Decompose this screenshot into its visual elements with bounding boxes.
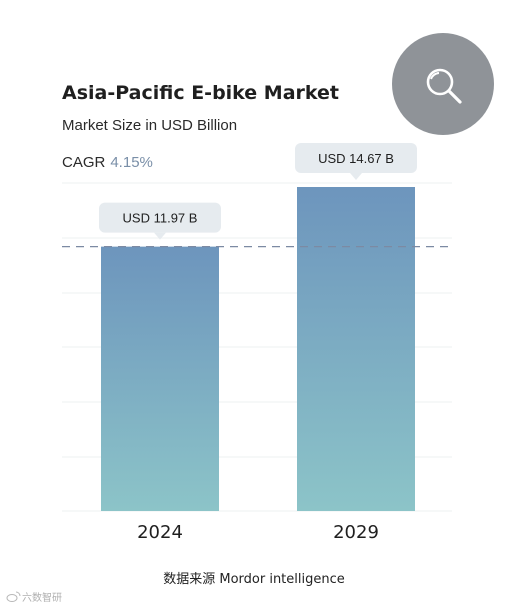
bar-2024 bbox=[101, 246, 219, 511]
cagr-label: CAGR bbox=[62, 154, 106, 171]
cagr-text: CAGR 4.15% bbox=[62, 154, 153, 171]
x-tick-label: 2024 bbox=[137, 522, 183, 543]
chart-title: Asia-Pacific E-bike Market bbox=[62, 82, 339, 104]
bubble-pointer bbox=[154, 232, 166, 240]
chart-subtitle: Market Size in USD Billion bbox=[62, 117, 237, 134]
value-labels: USD 11.97 B USD 14.67 B bbox=[99, 143, 417, 240]
bars bbox=[101, 187, 415, 511]
weibo-icon bbox=[6, 591, 21, 602]
watermark-text: 六数智研 bbox=[22, 591, 62, 604]
bubble-pointer bbox=[350, 173, 362, 180]
source-caption: 数据来源 Mordor intelligence bbox=[163, 572, 345, 587]
value-label-bubble: USD 11.97 B bbox=[99, 202, 221, 240]
bubble-background bbox=[295, 143, 417, 173]
bubble-background bbox=[99, 202, 221, 233]
value-label-bubble: USD 14.67 B bbox=[295, 143, 417, 180]
watermark: 六数智研 bbox=[6, 591, 62, 604]
value-label: USD 14.67 B bbox=[318, 151, 394, 166]
bar-2029 bbox=[297, 187, 415, 511]
search-button[interactable] bbox=[392, 33, 494, 135]
value-label: USD 11.97 B bbox=[123, 211, 198, 226]
cagr-value: 4.15% bbox=[110, 154, 153, 171]
x-axis-ticks: 2024 2029 bbox=[137, 522, 379, 543]
search-icon bbox=[426, 68, 462, 104]
x-tick-label: 2029 bbox=[333, 522, 379, 543]
